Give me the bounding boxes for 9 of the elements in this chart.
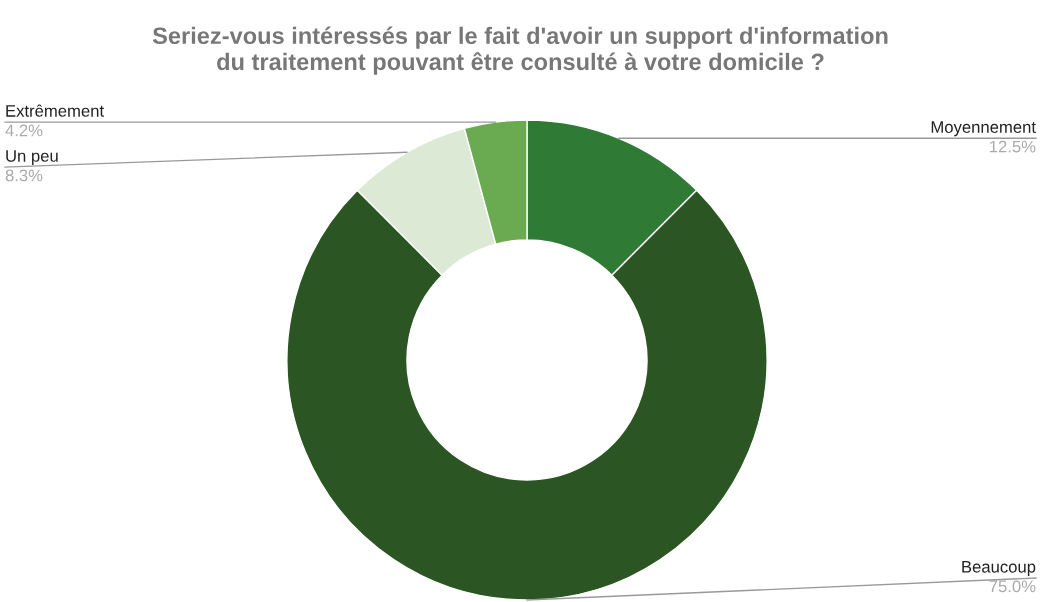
data-label: 4.2% xyxy=(5,124,43,137)
slice-label: Extrêmement xyxy=(6,104,104,117)
slice-label: Un peu xyxy=(6,150,58,166)
data-label: 8.3% xyxy=(5,169,43,182)
slice-label: Moyennement xyxy=(931,121,1036,137)
slice-label: Beaucoup xyxy=(962,561,1036,576)
data-label: 12.5% xyxy=(990,140,1036,153)
data-label: 75.0% xyxy=(989,580,1036,593)
chart-title: Seriez-vous intéressés par le fait d'avoir un support d'information du traitement pouvant être consulté à votre domicile ? xyxy=(152,26,888,75)
